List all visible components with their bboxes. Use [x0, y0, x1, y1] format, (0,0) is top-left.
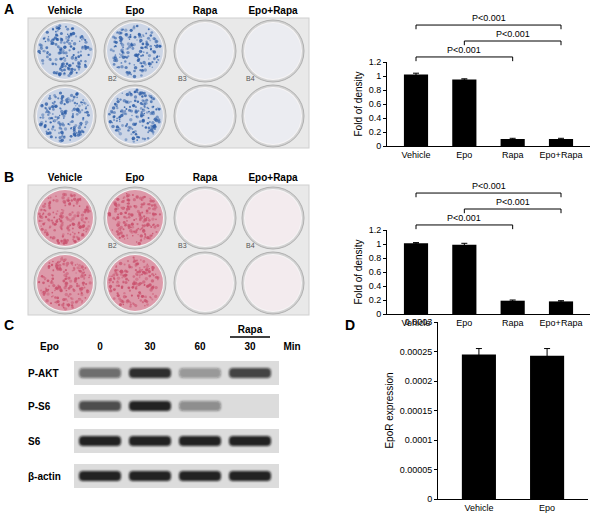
- svg-text:P<0.001: P<0.001: [496, 29, 530, 39]
- svg-text:0.0002: 0.0002: [405, 376, 433, 386]
- svg-text:0.2: 0.2: [369, 295, 382, 305]
- svg-text:β-actin: β-actin: [28, 471, 61, 482]
- svg-text:0: 0: [427, 494, 432, 504]
- svg-text:0: 0: [97, 341, 103, 352]
- svg-text:P<0.001: P<0.001: [447, 45, 481, 55]
- svg-text:Rapa: Rapa: [502, 318, 524, 328]
- svg-text:Epo: Epo: [40, 341, 59, 352]
- svg-text:B: B: [4, 169, 14, 185]
- svg-text:C: C: [4, 317, 14, 333]
- svg-text:B2: B2: [108, 75, 117, 82]
- svg-text:Vehicle: Vehicle: [48, 5, 83, 16]
- svg-text:0.0003: 0.0003: [405, 317, 433, 327]
- svg-text:S6: S6: [28, 436, 41, 447]
- svg-text:Vehicle: Vehicle: [464, 503, 493, 513]
- svg-text:1.2: 1.2: [369, 57, 382, 67]
- svg-text:0.00005: 0.00005: [400, 465, 433, 475]
- svg-text:Rapa: Rapa: [193, 5, 218, 16]
- svg-text:B4: B4: [246, 75, 255, 82]
- svg-text:Rapa: Rapa: [193, 172, 218, 183]
- svg-text:Epo: Epo: [126, 172, 145, 183]
- svg-text:Epo+Rapa: Epo+Rapa: [540, 318, 583, 328]
- svg-text:0.00025: 0.00025: [400, 347, 433, 357]
- svg-text:Fold of density: Fold of density: [353, 71, 364, 136]
- svg-text:0.00015: 0.00015: [400, 406, 433, 416]
- svg-text:Min: Min: [283, 341, 300, 352]
- svg-text:0.6: 0.6: [369, 267, 382, 277]
- svg-text:60: 60: [194, 341, 206, 352]
- svg-text:B2: B2: [108, 242, 117, 249]
- svg-text:0: 0: [376, 309, 381, 319]
- svg-text:0.6: 0.6: [369, 99, 382, 109]
- svg-text:Vehicle: Vehicle: [401, 150, 430, 160]
- svg-text:P-S6: P-S6: [28, 401, 51, 412]
- svg-text:0.4: 0.4: [369, 113, 382, 123]
- svg-text:A: A: [4, 1, 14, 17]
- svg-text:EpoR expression: EpoR expression: [384, 372, 395, 448]
- svg-text:Epo: Epo: [456, 318, 472, 328]
- svg-text:B3: B3: [178, 242, 187, 249]
- svg-text:P<0.001: P<0.001: [496, 197, 530, 207]
- svg-text:P<0.001: P<0.001: [447, 213, 481, 223]
- svg-text:0.8: 0.8: [369, 85, 382, 95]
- svg-text:P<0.001: P<0.001: [472, 181, 506, 191]
- svg-text:Epo+Rapa: Epo+Rapa: [248, 172, 298, 183]
- svg-text:Rapa: Rapa: [238, 324, 263, 335]
- svg-text:1: 1: [376, 239, 381, 249]
- svg-text:B4: B4: [246, 242, 255, 249]
- svg-text:Epo: Epo: [539, 503, 555, 513]
- svg-text:Epo: Epo: [126, 5, 145, 16]
- svg-text:Epo+Rapa: Epo+Rapa: [540, 150, 583, 160]
- svg-text:Vehicle: Vehicle: [401, 318, 430, 328]
- svg-text:P<0.001: P<0.001: [472, 13, 506, 23]
- svg-text:0.2: 0.2: [369, 127, 382, 137]
- svg-text:D: D: [345, 317, 355, 333]
- svg-text:30: 30: [244, 341, 256, 352]
- svg-text:0.0001: 0.0001: [405, 435, 433, 445]
- svg-text:1: 1: [376, 71, 381, 81]
- svg-text:Fold of density: Fold of density: [353, 239, 364, 304]
- svg-text:Epo: Epo: [456, 150, 472, 160]
- svg-text:0.4: 0.4: [369, 281, 382, 291]
- svg-text:0: 0: [376, 141, 381, 151]
- svg-text:0.8: 0.8: [369, 253, 382, 263]
- svg-text:B3: B3: [178, 75, 187, 82]
- svg-text:Rapa: Rapa: [502, 150, 524, 160]
- svg-text:Vehicle: Vehicle: [48, 172, 83, 183]
- svg-text:1.2: 1.2: [369, 225, 382, 235]
- svg-text:Epo+Rapa: Epo+Rapa: [248, 5, 298, 16]
- svg-text:30: 30: [144, 341, 156, 352]
- svg-text:P-AKT: P-AKT: [28, 368, 59, 379]
